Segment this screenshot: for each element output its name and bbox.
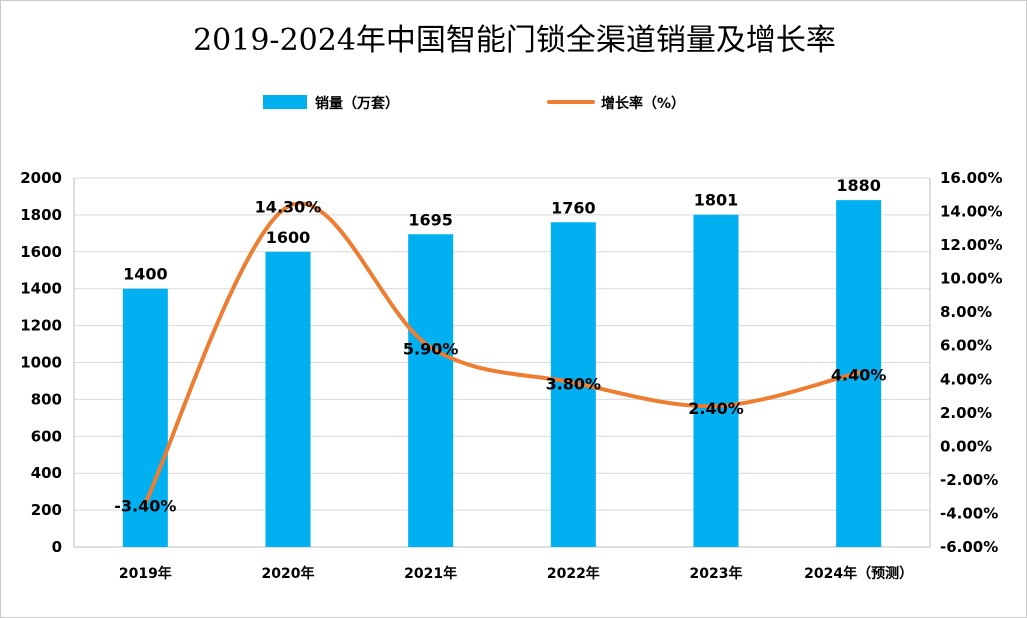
- y-left-tick-label: 1800: [20, 206, 62, 224]
- legend-bar-swatch: [263, 95, 307, 109]
- x-tick-label: 2019年: [119, 565, 172, 582]
- bar-data-label: 1600: [266, 228, 311, 247]
- line-data-label: 3.80%: [546, 375, 602, 394]
- y-right-tick-label: 6.00%: [940, 337, 992, 355]
- y-right-tick-label: -4.00%: [940, 504, 998, 522]
- line-data-label: -3.40%: [114, 496, 176, 515]
- y-right-tick-label: -6.00%: [940, 538, 998, 556]
- line-data-label: 14.30%: [255, 198, 322, 217]
- x-tick-label: 2022年: [547, 565, 600, 582]
- chart-title: 2019-2024年中国智能门锁全渠道销量及增长率: [193, 23, 836, 58]
- y-right-tick-label: 12.00%: [940, 236, 1002, 254]
- line-data-label: 2.40%: [688, 399, 744, 418]
- bar: [265, 251, 311, 548]
- x-tick-label: 2020年: [262, 565, 315, 582]
- y-left-tick-label: 400: [31, 464, 62, 482]
- y-left-tick-label: 600: [31, 427, 62, 445]
- bar: [693, 214, 739, 547]
- y-right-tick-label: 10.00%: [940, 270, 1002, 288]
- y-left-tick-label: 1200: [20, 317, 62, 335]
- bar-data-label: 1400: [123, 265, 168, 284]
- y-right-tick-label: 14.00%: [940, 203, 1002, 221]
- bar: [408, 234, 454, 547]
- growth-rate-line: [143, 201, 861, 506]
- y-right-tick-label: 4.00%: [940, 370, 992, 388]
- y-right-tick-label: 0.00%: [940, 437, 992, 455]
- x-tick-label: 2023年: [690, 565, 743, 582]
- y-left-tick-label: 800: [31, 390, 62, 408]
- y-left-tick-label: 2000: [20, 169, 62, 187]
- bar-data-label: 1695: [408, 210, 453, 229]
- line-data-label: 4.40%: [831, 366, 887, 385]
- y-right-tick-label: 8.00%: [940, 303, 992, 321]
- y-left-tick-label: 1000: [20, 354, 62, 372]
- bar-data-label: 1801: [694, 191, 739, 210]
- y-right-tick-label: 2.00%: [940, 404, 992, 422]
- legend-bar-label: 销量（万套）: [315, 95, 399, 112]
- y-left-tick-label: 1400: [20, 280, 62, 298]
- x-tick-label: 2021年: [404, 565, 457, 582]
- x-tick-label: 2024年（预测）: [804, 565, 913, 582]
- line-data-label: 5.90%: [403, 339, 459, 358]
- y-right-tick-label: 16.00%: [940, 169, 1002, 187]
- y-right-tick-label: -2.00%: [940, 471, 998, 489]
- y-left-tick-label: 1600: [20, 243, 62, 261]
- bar-data-label: 1880: [836, 176, 881, 195]
- bar-data-label: 1760: [551, 198, 596, 217]
- y-left-tick-label: 0: [52, 538, 62, 556]
- legend-line-label: 增长率（%）: [601, 95, 685, 112]
- y-left-tick-label: 200: [31, 501, 62, 519]
